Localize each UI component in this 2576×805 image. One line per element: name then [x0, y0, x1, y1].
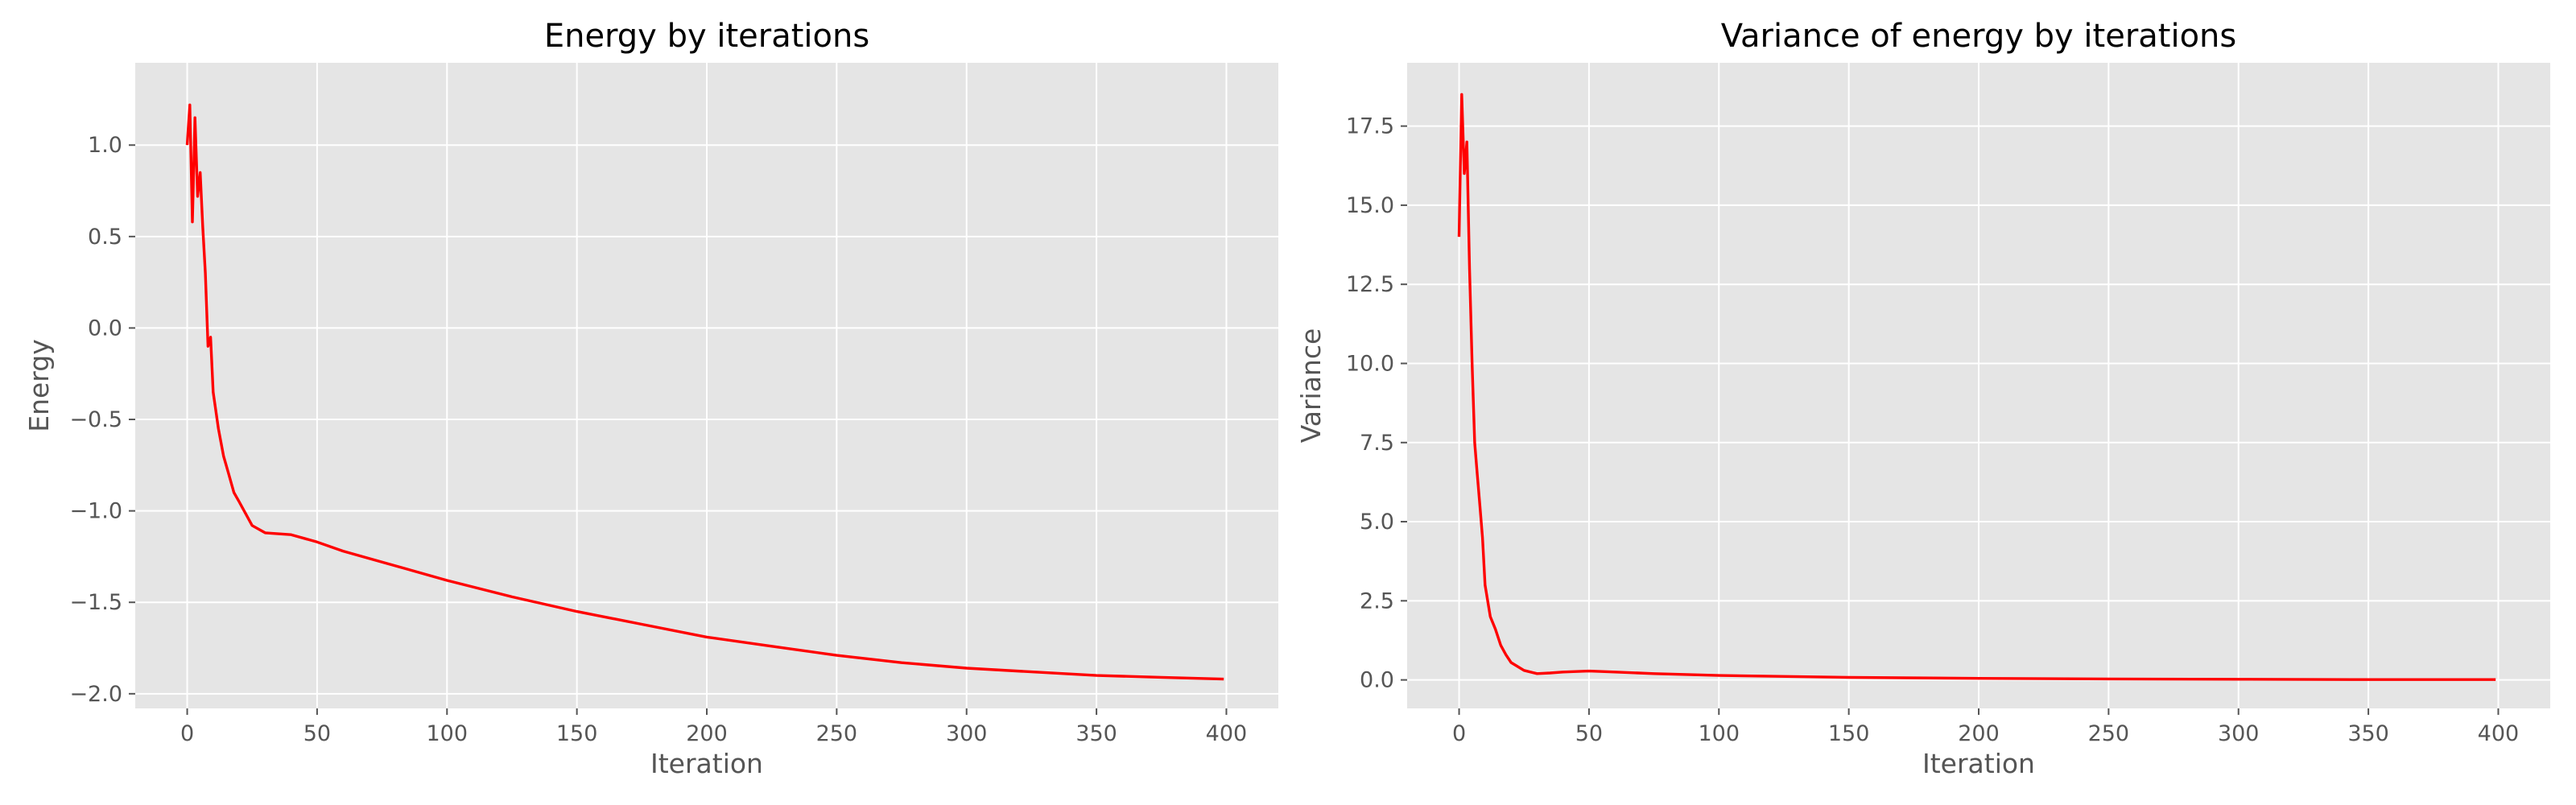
- variance-y-tick-label: 10.0: [1346, 351, 1394, 376]
- variance-y-tick-label: 5.0: [1360, 510, 1394, 535]
- energy-y-tick-label: 1.0: [88, 133, 122, 158]
- energy-y-tick-label: 0.5: [88, 225, 122, 250]
- variance-series-line: [1457, 93, 2496, 681]
- variance-y-tick-label: 2.5: [1360, 588, 1394, 613]
- energy-y-axis-label: Energy: [23, 339, 55, 432]
- energy-x-tick-label: 300: [946, 721, 988, 746]
- energy-chart-title: Energy by iterations: [544, 18, 869, 55]
- energy-x-tick-label: 150: [556, 721, 598, 746]
- energy-x-tick-label: 400: [1206, 721, 1248, 746]
- energy-y-tick-label: −0.5: [69, 407, 122, 432]
- energy-y-tick-label: 0.0: [88, 316, 122, 341]
- energy-x-tick-label: 0: [180, 721, 194, 746]
- energy-x-tick-label: 100: [426, 721, 468, 746]
- variance-x-axis-label: Iteration: [1922, 748, 2035, 779]
- energy-y-tick-label: −2.0: [69, 682, 122, 707]
- variance-y-tick-label: 7.5: [1360, 431, 1394, 456]
- energy-x-tick-label: 200: [686, 721, 728, 746]
- variance-y-tick-label: 12.5: [1346, 272, 1394, 297]
- variance-x-tick-label: 350: [2347, 721, 2389, 746]
- energy-chart: 0 50 100 150 200 250 300 350 400 −2.0 −1.5 −1.0 −0.5…: [23, 18, 1278, 779]
- energy-y-tick-label: −1.5: [69, 590, 122, 615]
- variance-chart-title: Variance of energy by iterations: [1721, 18, 2236, 55]
- variance-y-tick-label: 0.0: [1360, 668, 1394, 693]
- variance-x-tick-label: 300: [2218, 721, 2260, 746]
- variance-x-tick-label: 150: [1828, 721, 1870, 746]
- variance-chart: 0 50 100 150 200 250 300 350 400 0.0 2.5 5.0 7.5 10.0…: [1295, 18, 2550, 779]
- energy-y-tick-label: −1.0: [69, 499, 122, 524]
- variance-x-tick-label: 250: [2088, 721, 2130, 746]
- variance-y-axis-label: Variance: [1295, 328, 1327, 444]
- variance-x-tick-label: 200: [1958, 721, 2000, 746]
- variance-y-tick-label: 17.5: [1346, 114, 1394, 139]
- energy-series-line: [185, 103, 1224, 681]
- variance-y-tick-label: 15.0: [1346, 193, 1394, 218]
- variance-x-tick-label: 0: [1452, 721, 1466, 746]
- energy-x-tick-label: 250: [816, 721, 858, 746]
- energy-x-tick-label: 50: [303, 721, 331, 746]
- variance-x-tick-label: 400: [2478, 721, 2520, 746]
- variance-x-tick-label: 100: [1698, 721, 1740, 746]
- energy-x-tick-label: 350: [1075, 721, 1117, 746]
- energy-x-axis-label: Iteration: [650, 748, 763, 779]
- variance-x-tick-label: 50: [1575, 721, 1603, 746]
